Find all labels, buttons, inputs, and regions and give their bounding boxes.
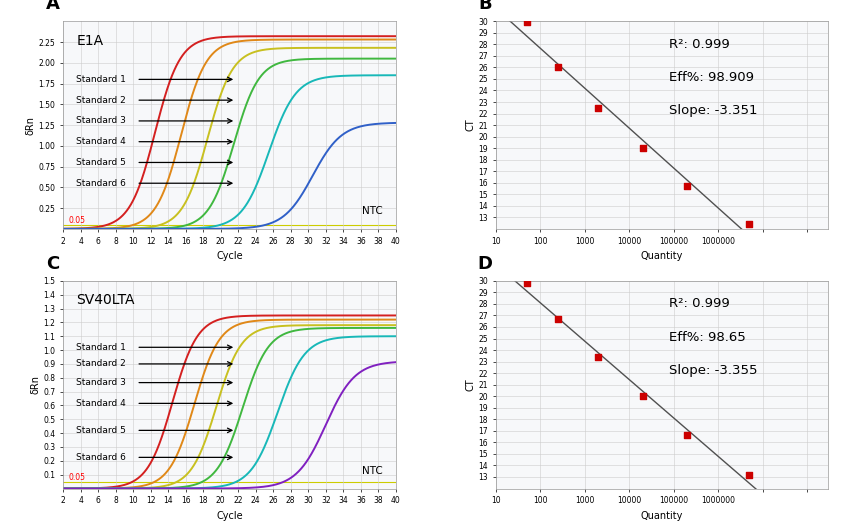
Text: Standard 2: Standard 2 <box>77 359 126 369</box>
Text: Standard 6: Standard 6 <box>77 453 126 462</box>
Text: R²: 0.999: R²: 0.999 <box>669 38 729 51</box>
Text: Standard 5: Standard 5 <box>77 426 126 435</box>
Text: Eff%: 98.909: Eff%: 98.909 <box>669 71 754 84</box>
Point <box>743 470 756 479</box>
Text: C: C <box>46 254 60 272</box>
Text: NTC: NTC <box>362 207 383 217</box>
Text: Standard 1: Standard 1 <box>77 343 126 352</box>
Text: Standard 2: Standard 2 <box>77 96 126 105</box>
X-axis label: Cycle: Cycle <box>216 511 243 521</box>
Y-axis label: CT: CT <box>465 119 475 131</box>
Text: NTC: NTC <box>362 466 383 476</box>
Point <box>636 392 649 400</box>
Y-axis label: CT: CT <box>465 379 475 391</box>
Text: B: B <box>479 0 492 13</box>
Text: Eff%: 98.65: Eff%: 98.65 <box>669 331 745 344</box>
Point <box>680 431 694 440</box>
Text: Standard 3: Standard 3 <box>77 378 126 387</box>
Text: Standard 4: Standard 4 <box>77 399 126 408</box>
Point <box>551 315 564 323</box>
X-axis label: Quantity: Quantity <box>641 511 683 521</box>
Text: E1A: E1A <box>77 33 103 48</box>
Text: A: A <box>46 0 60 13</box>
Y-axis label: δRn: δRn <box>26 116 35 134</box>
Text: R²: 0.999: R²: 0.999 <box>669 297 729 311</box>
Text: Slope: -3.351: Slope: -3.351 <box>669 104 757 117</box>
Text: Standard 4: Standard 4 <box>77 137 126 146</box>
Point <box>743 220 756 228</box>
Text: Standard 5: Standard 5 <box>77 158 126 167</box>
Text: 0.05: 0.05 <box>68 473 85 482</box>
Text: Standard 6: Standard 6 <box>77 179 126 188</box>
X-axis label: Quantity: Quantity <box>641 251 683 261</box>
Text: SV40LTA: SV40LTA <box>77 293 135 307</box>
Point <box>591 353 605 361</box>
Text: Slope: -3.355: Slope: -3.355 <box>669 364 757 377</box>
Point <box>680 182 694 191</box>
Y-axis label: δRn: δRn <box>30 375 40 394</box>
Point <box>551 63 564 72</box>
Text: D: D <box>478 254 492 272</box>
Point <box>520 18 533 27</box>
Point <box>520 279 533 287</box>
Point <box>591 104 605 112</box>
X-axis label: Cycle: Cycle <box>216 251 243 261</box>
Point <box>636 144 649 152</box>
Text: Standard 1: Standard 1 <box>77 75 126 84</box>
Text: Standard 3: Standard 3 <box>77 116 126 125</box>
Text: 0.05: 0.05 <box>68 216 85 225</box>
